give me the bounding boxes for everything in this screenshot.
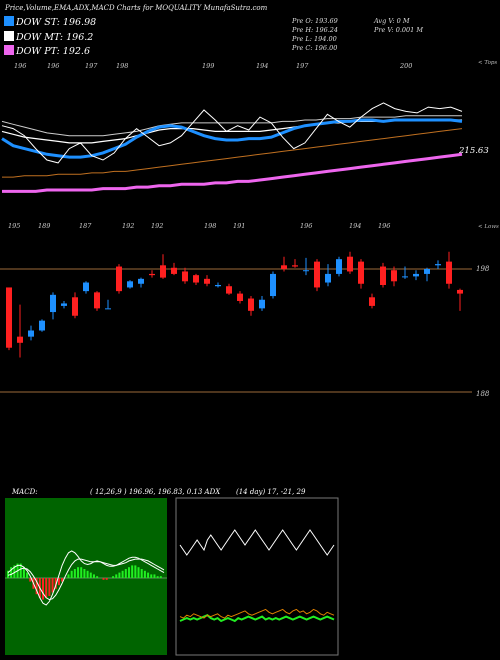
legend-dow-pt: DOW PT: 192.6 [4,45,90,57]
legend-dow-st: DOW ST: 196.98 [4,16,96,28]
candle-body [50,294,56,313]
candle-body [171,267,177,274]
ema-pt-line [2,152,463,193]
candle-body [402,276,408,278]
candle-body [270,273,276,297]
candle-body [237,293,243,301]
legend-label-mt: DOW MT: 196.2 [16,32,94,43]
macd-caption: MACD: [12,488,38,496]
candle-body [369,297,375,306]
candle-body [160,265,166,278]
low-tick-label: 196 [378,222,390,230]
candle-body [193,275,199,283]
price-188-label: 188 [476,390,490,398]
candle-body [446,261,452,284]
ema-short-line [1,118,463,159]
legend-swatch-mt [4,31,14,41]
adx-plus-di-line [179,614,335,623]
candle-body [39,320,45,331]
top-tick-label: 197 [296,62,309,70]
candle-body [380,266,386,285]
candle-body [226,286,232,294]
low-tick-label: 192 [122,222,134,230]
ema-long-line [1,115,462,137]
candle-body [182,271,188,282]
low-tick-label: 198 [204,222,216,230]
candle-body [204,278,210,284]
close-line [1,102,463,164]
macd-panel [5,498,167,655]
candle-body [72,297,78,316]
candle-body [457,289,463,294]
candle-body [105,308,111,310]
candle-body [347,256,353,272]
candle-body [17,336,23,343]
adx-minus-di-line [179,608,335,619]
candle-body [391,270,397,282]
candle-body [336,259,342,274]
candle-body [116,266,122,292]
top-tick-label: 199 [202,62,214,70]
info-pre-volume: Pre V: 0.001 M [374,26,424,34]
lows-axis-label: < Lows [478,224,499,230]
candle-body [248,298,254,311]
candle-body [83,282,89,292]
low-tick-label: 196 [300,222,312,230]
adx-price-line [179,529,335,556]
macd-line [7,550,165,606]
candle-body [292,265,298,267]
candle-body [303,270,309,272]
candle-body [127,281,133,288]
candle-body [138,278,144,284]
low-tick-label: 187 [79,222,92,230]
low-tick-label: 192 [151,222,163,230]
adx-values: (14 day) 17, -21, 29 [236,488,306,496]
candle-body [215,284,221,287]
candle-body [28,330,34,337]
top-tick-label: 200 [399,62,412,70]
low-tick-label: 189 [38,222,50,230]
candle-body [413,273,419,277]
tops-axis-label: < Tops [478,60,498,66]
price-198-label: 198 [476,265,490,273]
top-tick-label: 197 [85,62,98,70]
low-tick-label: 195 [8,222,20,230]
candle-body [325,273,331,283]
chart-header: Price,Volume,EMA,ADX,MACD Charts for MOQ… [5,4,268,12]
top-tick-label: 196 [47,62,59,70]
legend-dow-mt: DOW MT: 196.2 [4,31,93,43]
candle-body [424,269,430,274]
candle-body [259,299,265,309]
candle-body [358,261,364,284]
top-tick-label: 194 [256,62,268,70]
legend-label-st: DOW ST: 196.98 [16,17,97,28]
candle-body [149,273,155,276]
info-pre-low: Pre L: 194.00 [292,35,337,43]
legend-swatch-pt [4,45,14,55]
macd-signal-line [7,558,165,601]
candle-body [435,264,441,266]
candle-body [94,292,100,309]
info-pre-close: Pre C: 196.00 [292,44,338,52]
ema-trend-line [2,128,463,178]
ema-value-label: 215.63 [459,146,489,156]
top-tick-label: 198 [116,62,128,70]
top-tick-label: 196 [14,62,26,70]
low-tick-label: 194 [349,222,361,230]
candle-body [6,287,12,348]
legend-swatch-st [4,16,14,26]
candle-body [314,261,320,288]
candle-body [281,265,287,269]
candle-body [61,303,67,306]
adx-panel [175,497,339,656]
info-pre-high: Pre H: 196.24 [292,26,339,34]
low-tick-label: 191 [233,222,245,230]
info-pre-open: Pre O: 193.69 [292,17,338,25]
macd-values: ( 12,26,9 ) 196.96, 196.83, 0.13 ADX [90,488,221,496]
legend-label-pt: DOW PT: 192.6 [16,46,90,57]
info-avg-volume: Avg V: 0 M [374,17,410,25]
